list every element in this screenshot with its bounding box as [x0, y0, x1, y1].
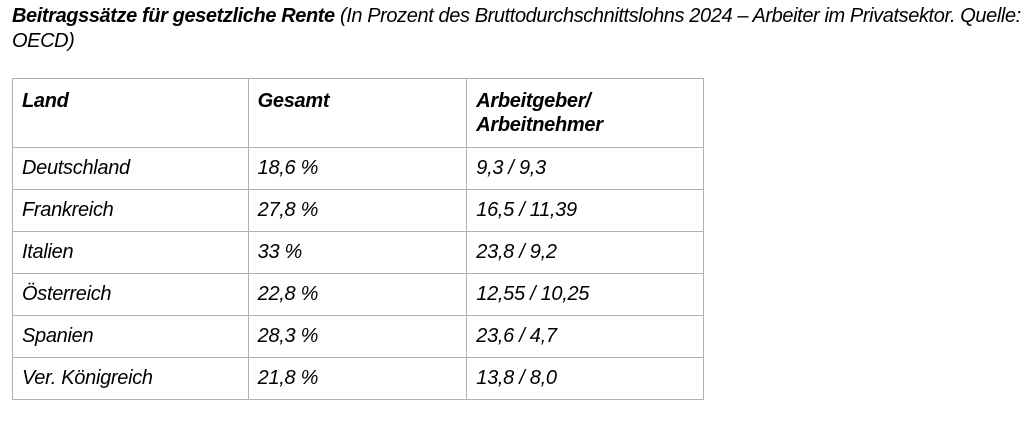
cell-land: Spanien	[12, 315, 249, 358]
cell-land: Ver. Königreich	[12, 357, 249, 400]
caption-subtitle: (In Prozent des Bruttodurchschnittslohns…	[12, 5, 1021, 52]
cell-anteile: 13,8 / 8,0	[466, 357, 704, 400]
caption-title: Beitragssätze für gesetzliche Rente	[12, 5, 335, 27]
cell-anteile: 16,5 / 11,39	[466, 189, 704, 232]
cell-gesamt: 28,3 %	[247, 315, 468, 358]
header-gesamt: Gesamt	[247, 78, 468, 148]
table-row: Österreich 22,8 % 12,55 / 10,25	[12, 273, 704, 316]
cell-gesamt: 18,6 %	[247, 147, 468, 190]
cell-gesamt: 27,8 %	[247, 189, 468, 232]
table-caption: Beitragssätze für gesetzliche Rente (In …	[12, 4, 1022, 54]
cell-land: Österreich	[12, 273, 249, 316]
table-row: Ver. Königreich 21,8 % 13,8 / 8,0	[12, 357, 704, 400]
table-row: Italien 33 % 23,8 / 9,2	[12, 231, 704, 274]
cell-anteile: 9,3 / 9,3	[466, 147, 704, 190]
table-row: Spanien 28,3 % 23,6 / 4,7	[12, 315, 704, 358]
cell-land: Deutschland	[12, 147, 249, 190]
contribution-rates-table: Land Gesamt Arbeitgeber/ Arbeitnehmer De…	[12, 78, 704, 400]
cell-anteile: 12,55 / 10,25	[466, 273, 704, 316]
header-land: Land	[12, 78, 249, 148]
table-row: Deutschland 18,6 % 9,3 / 9,3	[12, 147, 704, 190]
cell-anteile: 23,8 / 9,2	[466, 231, 704, 274]
cell-gesamt: 22,8 %	[247, 273, 468, 316]
cell-gesamt: 21,8 %	[247, 357, 468, 400]
cell-anteile: 23,6 / 4,7	[466, 315, 704, 358]
header-arbeitgeber-arbeitnehmer: Arbeitgeber/ Arbeitnehmer	[466, 78, 704, 148]
cell-land: Italien	[12, 231, 249, 274]
table-row: Frankreich 27,8 % 16,5 / 11,39	[12, 189, 704, 232]
table-header-row: Land Gesamt Arbeitgeber/ Arbeitnehmer	[12, 78, 704, 148]
cell-land: Frankreich	[12, 189, 249, 232]
cell-gesamt: 33 %	[247, 231, 468, 274]
